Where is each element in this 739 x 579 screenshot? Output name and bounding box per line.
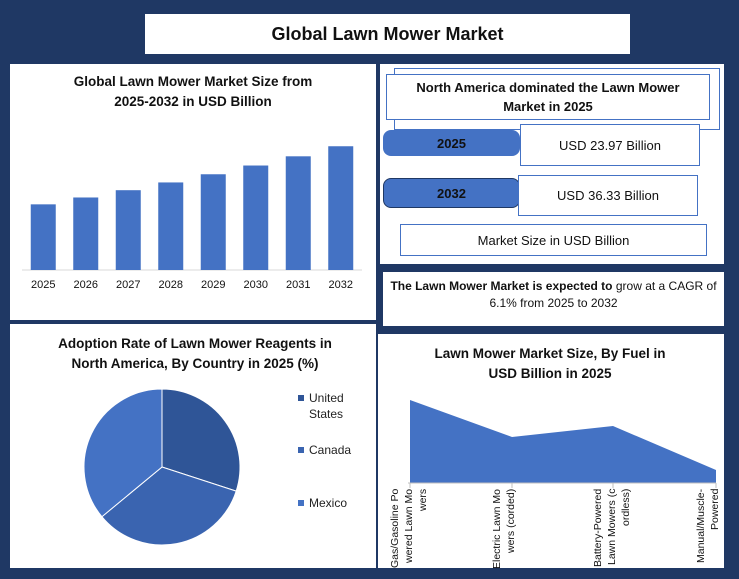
legend-label: United States [309,391,344,421]
x-tick-label: 2031 [286,279,310,291]
legend-marker [298,500,304,506]
x-tick-label: 2030 [244,279,268,291]
bar [200,174,226,270]
bar [285,156,311,270]
title-panel [145,14,630,54]
x-tick-label: 2029 [201,279,225,291]
x-tick-label: 2025 [31,279,55,291]
bar-panel [10,64,376,320]
legend-marker [298,395,304,401]
bar [30,204,56,270]
caption: Market Size in USD Billion [400,224,707,256]
bar [158,182,184,270]
stat-value: USD 23.97 Billion [520,124,700,166]
stat-value: USD 36.33 Billion [518,175,698,216]
x-tick-label: 2032 [329,279,353,291]
bar [243,165,269,270]
x-tick-label: Gas/Gasoline Powered Lawn Mowers [389,489,429,569]
bar [328,146,354,270]
headline: North America dominated the Lawn Mower M… [386,74,710,120]
chart-title: Adoption Rate of Lawn Mower Reagents in … [58,336,332,371]
stat-label: 2032 [383,178,520,208]
cagr-lead: The Lawn Mower Market is expected to [390,279,613,293]
x-tick-label: 2026 [74,279,98,291]
cagr-panel [383,272,724,326]
x-tick-label: 2028 [159,279,183,291]
bar [115,190,141,270]
pie-slice [83,388,163,518]
x-tick-label: 2027 [116,279,140,291]
chart-title: Global Lawn Mower Market Size from 2025-… [73,74,313,109]
legend-marker [298,447,304,453]
x-tick-label: Manual/Muscle-Powered [695,489,721,564]
x-tick-label: Electric Lawn Mowers (corded) [491,489,517,569]
legend-label: Mexico [309,496,348,510]
cagr-rest: grow at a CAGR of 6.1% from 2025 to 2032 [489,279,717,310]
cagr-text: The Lawn Mower Market is expected to gro… [390,278,717,314]
pie-slice [101,466,237,546]
chart-title: Lawn Mower Market Size, By Fuel in USD B… [434,346,666,381]
x-tick-label: Battery-Powered Lawn Mowers (cordless) [592,489,632,568]
area [410,400,716,483]
page-title: Global Lawn Mower Market [271,23,504,44]
bar [73,197,99,270]
pie-slice [161,388,241,492]
stat-label: 2025 [383,130,520,156]
legend-label: Canada [309,443,352,457]
